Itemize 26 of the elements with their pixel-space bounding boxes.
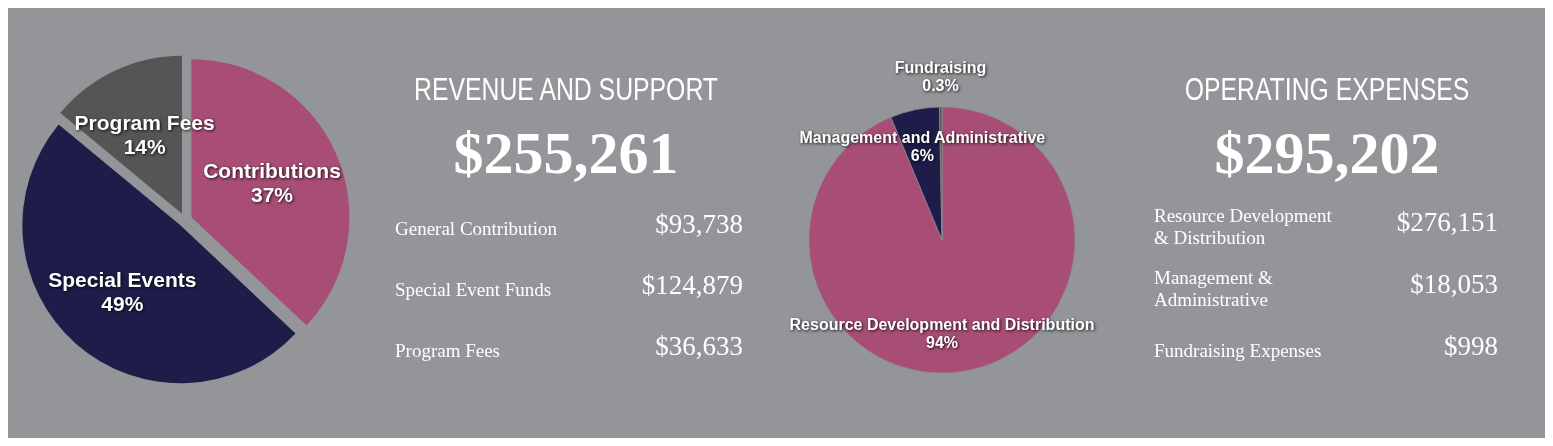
text: $93,738 (655, 209, 743, 239)
data-label: 49% (101, 292, 144, 316)
data-label: 14% (123, 135, 166, 159)
text: $18,053 (1410, 269, 1498, 299)
text: Management & Administrative (1154, 267, 1273, 310)
text: Program Fees (395, 340, 501, 361)
slice-label: Contributions (203, 159, 341, 183)
slice-label: Program Fees (74, 111, 215, 135)
text: REVENUE AND SUPPORT (414, 72, 718, 107)
data-label: 94% (925, 334, 959, 352)
slice-label: Special Events (48, 267, 197, 291)
data-label: 0.3% (922, 76, 959, 94)
text: Special Event Funds (395, 279, 552, 300)
text: OPERATING EXPENSES (1184, 72, 1470, 107)
text: $124,879 (641, 270, 743, 300)
slice-label: Fundraising (894, 58, 987, 76)
text: General Contribution (395, 218, 558, 239)
text: Fundraising Expenses (1154, 340, 1322, 361)
text: $998 (1444, 331, 1498, 361)
text: $276,151 (1396, 207, 1498, 237)
text: $295,202 (1214, 120, 1440, 186)
data-label: 37% (250, 183, 294, 207)
text: $255,261 (453, 120, 679, 186)
text: $36,633 (655, 331, 743, 361)
data-label: 6% (910, 147, 934, 165)
text: Resource Development & Distribution (1154, 205, 1333, 248)
